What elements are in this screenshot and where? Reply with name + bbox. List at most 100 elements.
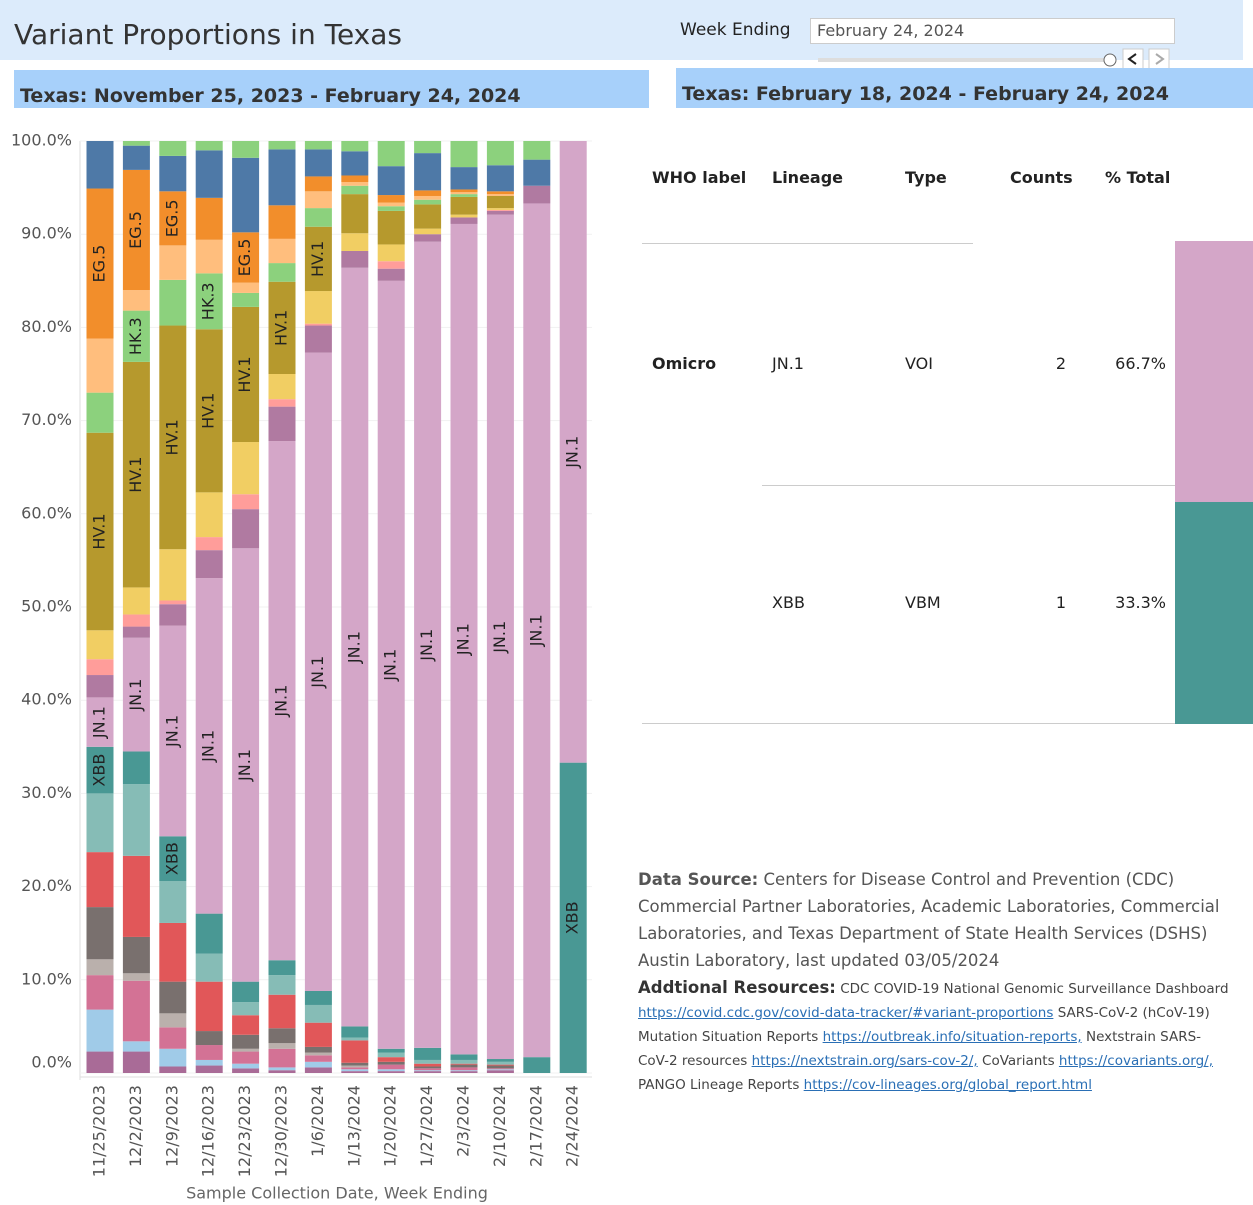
y-tick-label: 60.0% [21, 503, 72, 522]
page-title: Variant Proportions in Texas [14, 18, 402, 51]
bar-segment [450, 189, 478, 193]
bar-segment [450, 1054, 478, 1060]
bar-segment [122, 614, 150, 627]
bar-segment [486, 165, 514, 192]
bar-segment [86, 630, 114, 660]
bar-segment [450, 196, 478, 215]
bar-segment [86, 659, 114, 676]
table-header: % Total [1105, 168, 1171, 187]
bar-segment [341, 151, 369, 176]
prev-button[interactable] [1122, 48, 1144, 70]
x-tick-label: 2/10/2024 [490, 1085, 509, 1167]
bar-segment [414, 1066, 442, 1069]
bar-segment [232, 1034, 260, 1049]
segment-label: HV.1 [199, 393, 218, 429]
bar-segment [304, 323, 332, 326]
bar-segment [450, 214, 478, 218]
bar-segment [341, 175, 369, 183]
y-tick-label: 0.0% [31, 1053, 72, 1072]
bar-segment [450, 1063, 478, 1065]
left-subtitle: Texas: November 25, 2023 - February 24, … [14, 70, 649, 108]
bar-segment [86, 188, 114, 339]
bar-segment [268, 975, 296, 995]
bar-segment [122, 855, 150, 937]
bar-segment [341, 1071, 369, 1073]
bar-segment [159, 155, 187, 192]
filter-label: Week Ending [680, 20, 791, 40]
bar-segment [414, 204, 442, 229]
bar-segment [232, 306, 260, 443]
row-divider [642, 243, 973, 244]
bar-segment [122, 141, 150, 146]
bar-segment [414, 1047, 442, 1060]
next-button[interactable] [1148, 48, 1170, 70]
resource-text: CDC COVID-19 National Genomic Surveillan… [840, 981, 1229, 997]
bar-segment [232, 157, 260, 233]
segment-label: JN.1 [126, 679, 145, 712]
segment-label: JN.1 [526, 614, 545, 647]
bar-segment [341, 185, 369, 195]
resource-link[interactable]: https://covid.cdc.gov/covid-data-tracker… [638, 1005, 1054, 1021]
resource-link[interactable]: https://cov-lineages.org/global_report.h… [803, 1077, 1092, 1093]
bar-segment [122, 973, 150, 981]
table-header: Lineage [772, 168, 844, 187]
y-tick-label: 100.0% [11, 131, 72, 150]
bar-segment [377, 1069, 405, 1072]
segment-label: JN.1 [272, 685, 291, 718]
bar-segment [232, 1015, 260, 1035]
bar-segment [341, 250, 369, 268]
bar-segment [414, 234, 442, 242]
bar-segment [341, 141, 369, 152]
bar-segment [159, 604, 187, 626]
resource-link[interactable]: https://nextstrain.org/sars-cov-2/, [751, 1053, 978, 1069]
bar-segment [268, 238, 296, 264]
segment-label: JN.1 [417, 629, 436, 662]
bar-segment [414, 241, 442, 1048]
table-header: WHO label [652, 168, 747, 187]
resources-label: Addtional Resources: [638, 978, 836, 997]
bar-segment [159, 325, 187, 550]
bar-segment [486, 141, 514, 166]
bar-segment [450, 141, 478, 168]
row-divider [762, 485, 1175, 486]
bar-segment [159, 549, 187, 601]
y-tick-label: 10.0% [21, 969, 72, 988]
resource-link[interactable]: https://covariants.org/, [1058, 1053, 1213, 1069]
bar-segment [86, 907, 114, 960]
bar-segment [268, 205, 296, 239]
bar-segment [559, 762, 587, 1073]
table-cell: XBB [772, 593, 805, 612]
x-tick-label: 2/3/2024 [454, 1085, 473, 1157]
bar-segment [486, 209, 514, 211]
segment-label: EG.5 [162, 199, 181, 237]
bar-segment [377, 1052, 405, 1058]
filter-input[interactable]: February 24, 2024 [810, 18, 1175, 44]
bar-segment [159, 600, 187, 605]
resource-link[interactable]: https://outbreak.info/situation-reports, [822, 1029, 1082, 1045]
segment-label: HV.1 [272, 310, 291, 346]
segment-label: XBB [162, 842, 181, 875]
bar-segment [195, 492, 223, 538]
bar-segment [341, 1040, 369, 1063]
bar-segment [377, 1061, 405, 1065]
bar-segment [341, 267, 369, 1027]
bar-segment [268, 149, 296, 206]
bar-segment [377, 268, 405, 281]
bar-segment [195, 239, 223, 274]
bar-segment [377, 1064, 405, 1070]
bar-segment [195, 913, 223, 954]
slider-handle[interactable] [1103, 53, 1117, 67]
bar-segment [268, 441, 296, 961]
bar-segment [268, 1048, 296, 1068]
bar-segment [450, 1071, 478, 1073]
bar-segment [304, 149, 332, 177]
bar-segment [86, 1051, 114, 1073]
x-tick-label: 12/9/2023 [162, 1085, 181, 1167]
bar-segment [377, 261, 405, 269]
source-note: Data Source: Centers for Disease Control… [638, 866, 1230, 974]
bar-segment [268, 960, 296, 976]
bar-segment [341, 1069, 369, 1072]
x-tick-label: 1/6/2024 [308, 1085, 327, 1157]
bar-segment [159, 1027, 187, 1049]
bar-segment [414, 1068, 442, 1071]
